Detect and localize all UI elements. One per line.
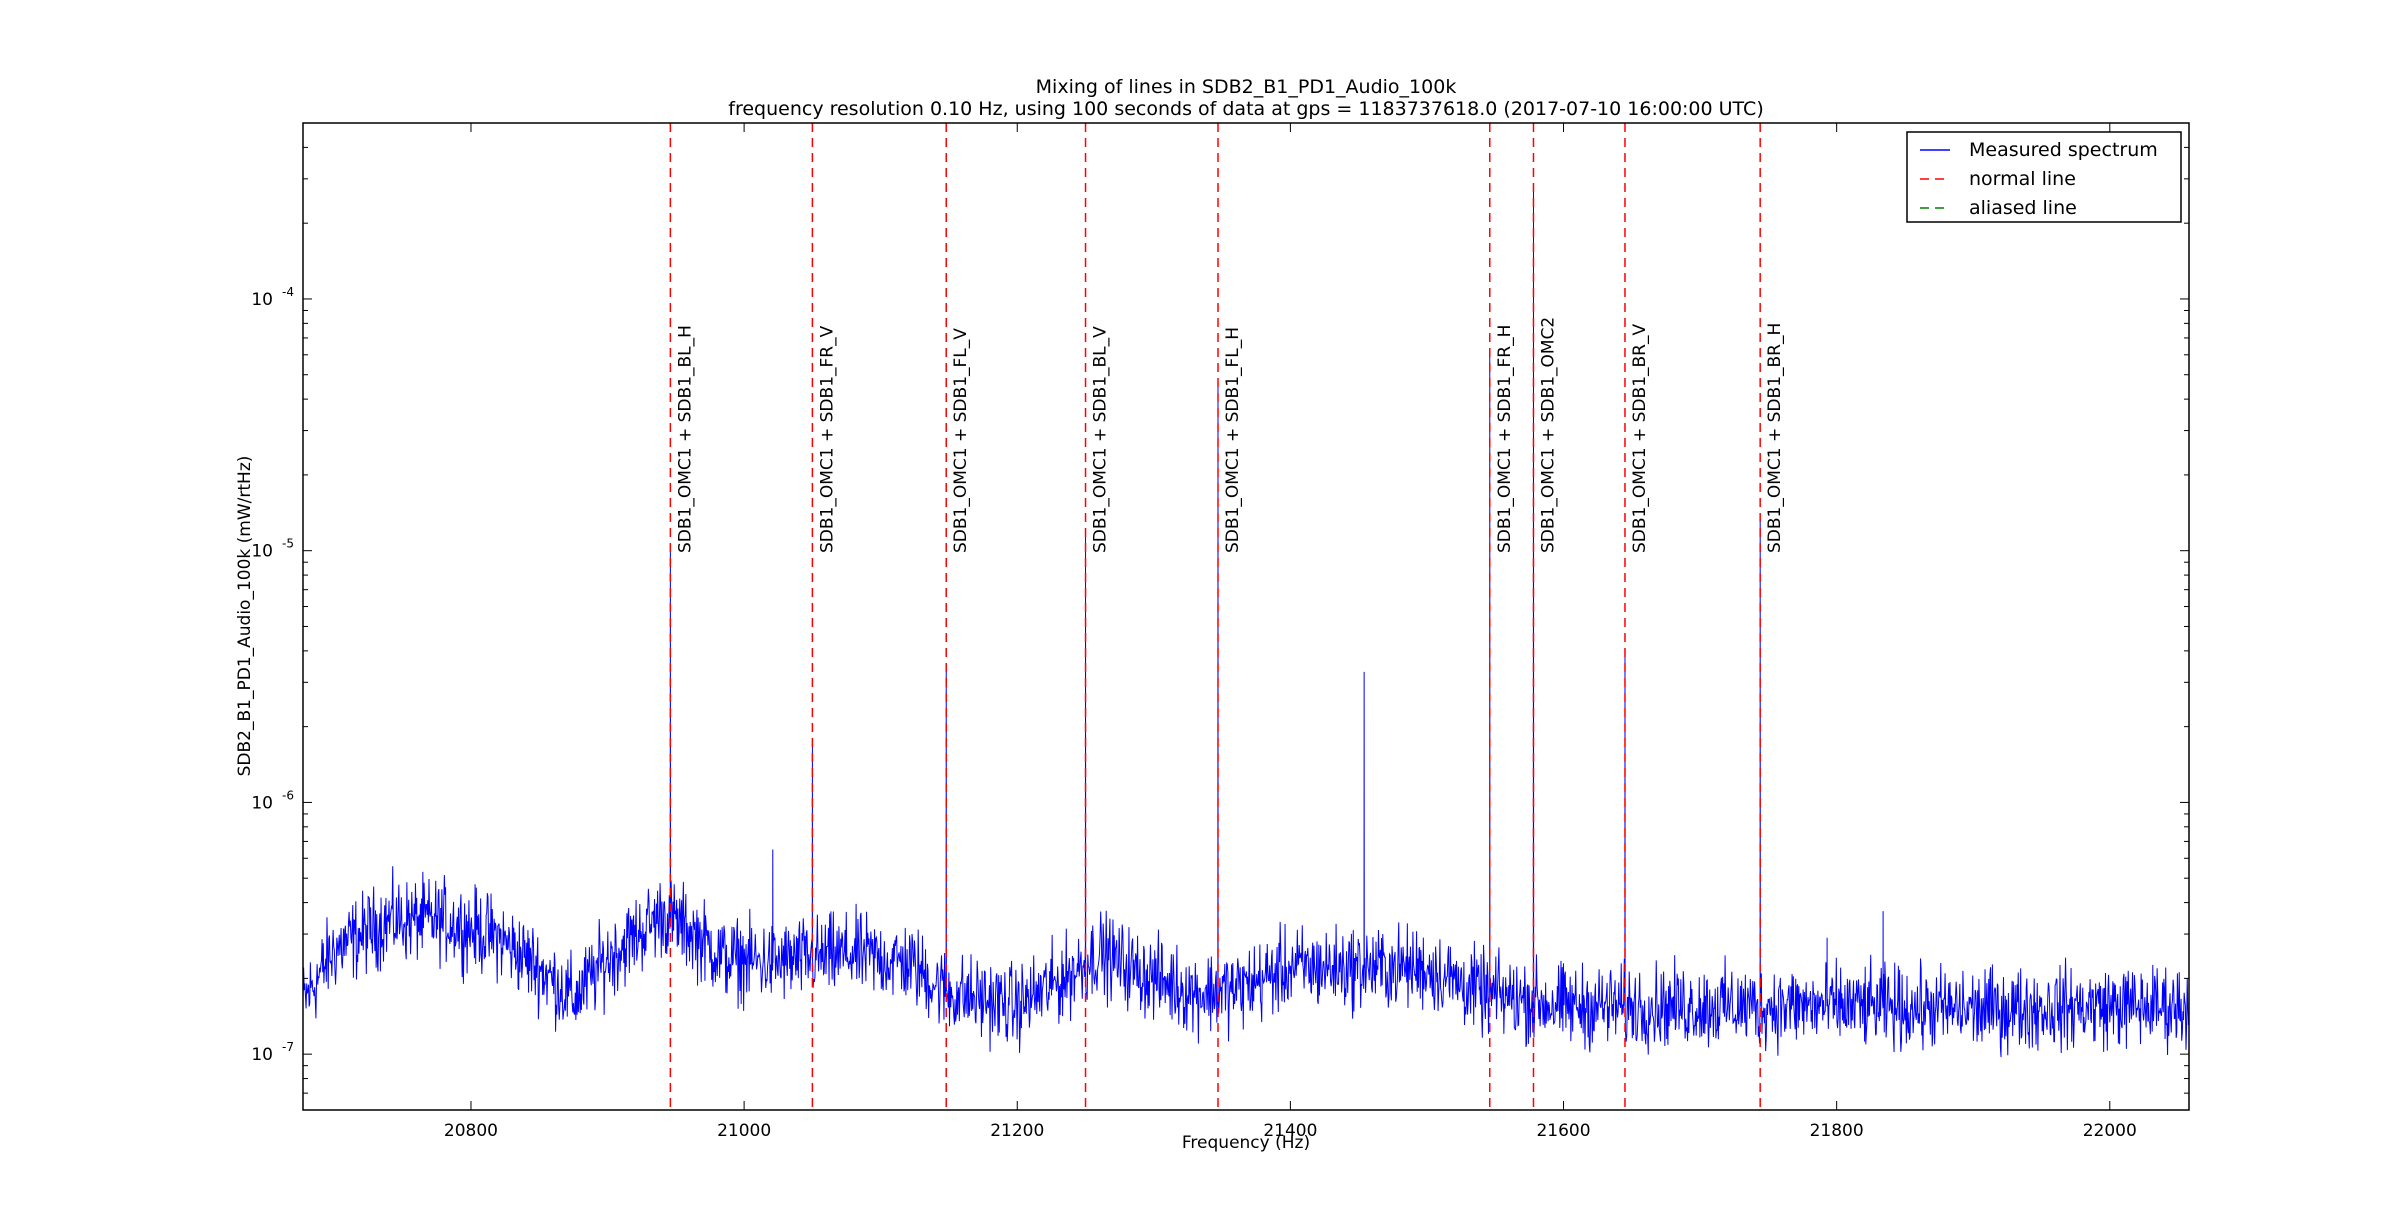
y-axis-label: SDB2_B1_PD1_Audio_100k (mW/rtHz) — [235, 456, 255, 777]
x-tick-label: 22000 — [2083, 1121, 2137, 1141]
plot-area — [303, 123, 2189, 1110]
legend: Measured spectrum normal line aliased line — [1906, 131, 2182, 223]
line-label: SDB1_OMC1 + SDB1_FR_H — [1495, 325, 1515, 553]
y-tick-exponent: -6 — [282, 788, 294, 802]
y-tick-exponent: -5 — [282, 537, 294, 551]
line-label: SDB1_OMC1 + SDB1_FL_V — [951, 328, 971, 553]
line-label: SDB1_OMC1 + SDB1_FR_V — [817, 325, 837, 553]
line-label: SDB1_OMC1 + SDB1_FL_H — [1223, 327, 1243, 553]
y-tick-label: 10 — [251, 1045, 273, 1065]
x-tick-label: 21000 — [717, 1121, 771, 1141]
legend-label: Measured spectrum — [1969, 139, 2158, 161]
line-label: SDB1_OMC1 + SDB1_BL_V — [1091, 326, 1111, 553]
y-tick-label: 10 — [251, 290, 273, 310]
line-label: SDB1_OMC1 + SDB1_BR_V — [1630, 324, 1650, 553]
x-axis-label: Frequency (Hz) — [1182, 1133, 1310, 1153]
y-tick-label: 10 — [251, 793, 273, 813]
y-tick-label: 10 — [251, 542, 273, 562]
line-label: SDB1_OMC1 + SDB1_BR_H — [1765, 323, 1785, 553]
y-tick-exponent: -4 — [282, 285, 294, 299]
legend-label: aliased line — [1969, 197, 2077, 219]
x-tick-label: 20800 — [444, 1121, 498, 1141]
x-tick-label: 21400 — [1263, 1121, 1317, 1141]
chart-title: Mixing of lines in SDB2_B1_PD1_Audio_100… — [1036, 76, 1457, 98]
legend-box — [1906, 131, 2182, 223]
y-tick-exponent: -7 — [282, 1040, 294, 1054]
measured-spectrum-line — [303, 190, 2189, 1058]
plot-frame — [302, 122, 2190, 1111]
chart-subtitle: frequency resolution 0.10 Hz, using 100 … — [728, 98, 1763, 120]
line-label: SDB1_OMC1 + SDB1_OMC2 — [1538, 317, 1558, 553]
x-tick-label: 21800 — [1810, 1121, 1864, 1141]
legend-label: normal line — [1969, 168, 2076, 190]
x-tick-label: 21200 — [990, 1121, 1044, 1141]
line-label: SDB1_OMC1 + SDB1_BL_H — [675, 325, 695, 553]
x-tick-label: 21600 — [1536, 1121, 1590, 1141]
